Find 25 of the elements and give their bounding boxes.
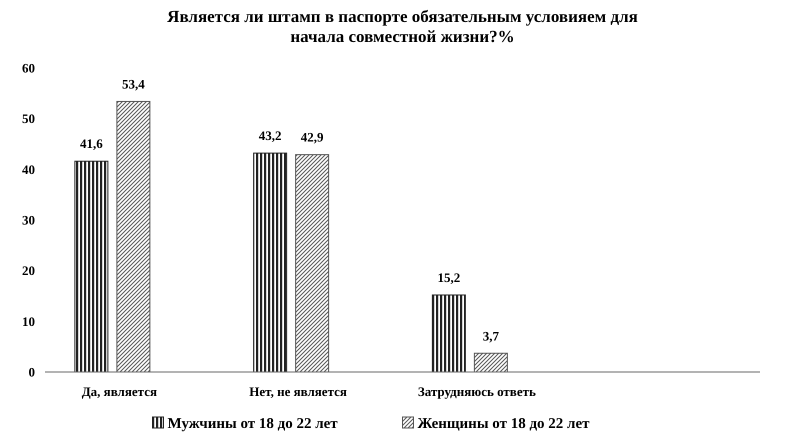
- data-label: 43,2: [258, 128, 282, 144]
- data-label: 41,6: [80, 136, 104, 152]
- y-tick-label: 30: [22, 212, 35, 228]
- y-tick-label: 0: [28, 364, 35, 380]
- bar: [116, 100, 150, 372]
- y-tick-label: 60: [22, 60, 35, 76]
- bar: [432, 294, 466, 372]
- data-label: 3,7: [482, 328, 500, 344]
- bar: [74, 160, 108, 372]
- y-tick-label: 50: [22, 111, 35, 126]
- y-tick-label: 20: [22, 263, 35, 278]
- legend-label: Мужчины от 18 до 22 лет: [168, 416, 338, 432]
- legend-label: Женщины от 18 до 22 лет: [418, 416, 590, 432]
- data-label: 42,9: [300, 130, 324, 145]
- y-tick-label: 40: [22, 162, 35, 177]
- x-tick-label: Нет, не является: [249, 384, 347, 399]
- data-label: 15,2: [438, 270, 460, 285]
- data-label: 53,4: [122, 76, 146, 92]
- y-tick-label: 10: [22, 314, 35, 329]
- x-tick-label: Затрудняюсь ответь: [418, 384, 536, 399]
- bar: [474, 352, 508, 372]
- chart-title: Является ли штамп в паспорте обязательным условияем для начала совместной жизни?%: [167, 7, 638, 46]
- bar: [253, 152, 288, 372]
- x-tick-label: Да, является: [82, 384, 158, 399]
- bar: [295, 154, 330, 372]
